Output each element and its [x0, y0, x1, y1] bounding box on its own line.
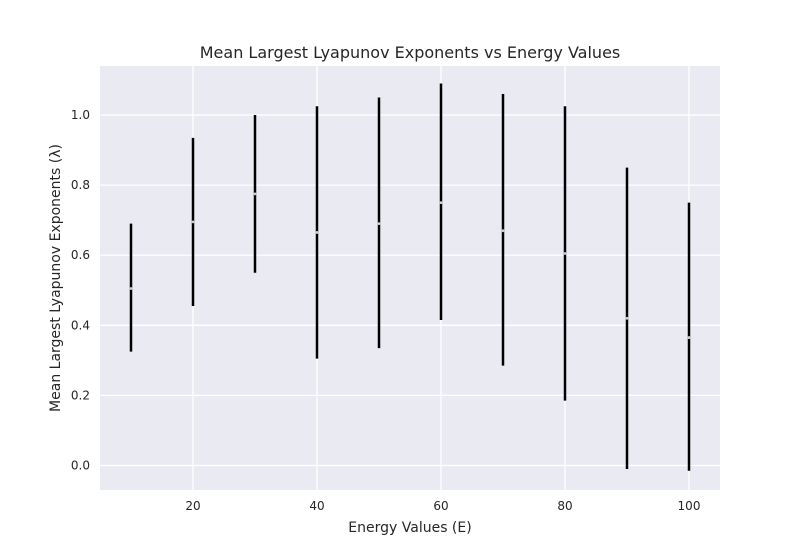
mean-point — [439, 201, 443, 205]
mean-point — [191, 220, 195, 224]
mean-point — [687, 336, 691, 339]
x-tick-label: 20 — [185, 499, 200, 513]
x-tick-label: 80 — [557, 499, 572, 513]
mean-point — [377, 222, 381, 226]
tick-labels: 20 40 60 80 100 0.0 0.2 0.4 0.6 0.8 1.0 — [71, 108, 701, 513]
mean-point — [563, 252, 567, 255]
y-axis-label: Mean Largest Lyapunov Exponents (λ) — [48, 144, 64, 412]
y-tick-label: 0.6 — [71, 248, 90, 262]
plot-area — [100, 66, 720, 490]
chart-title: Mean Largest Lyapunov Exponents vs Energ… — [200, 43, 621, 62]
x-tick-label: 60 — [433, 499, 448, 513]
y-tick-label: 1.0 — [71, 108, 90, 122]
x-tick-label: 40 — [309, 499, 324, 513]
y-tick-label: 0.4 — [71, 318, 90, 332]
x-axis-label: Energy Values (E) — [348, 520, 471, 536]
mean-point — [625, 316, 629, 320]
x-tick-label: 100 — [678, 499, 701, 513]
mean-point — [501, 229, 505, 233]
mean-point — [315, 231, 319, 234]
y-tick-label: 0.8 — [71, 178, 90, 192]
error-bars — [129, 83, 691, 471]
y-tick-label: 0.0 — [71, 458, 90, 472]
y-tick-label: 0.2 — [71, 388, 90, 402]
mean-point — [129, 287, 133, 290]
mean-point — [253, 192, 257, 196]
